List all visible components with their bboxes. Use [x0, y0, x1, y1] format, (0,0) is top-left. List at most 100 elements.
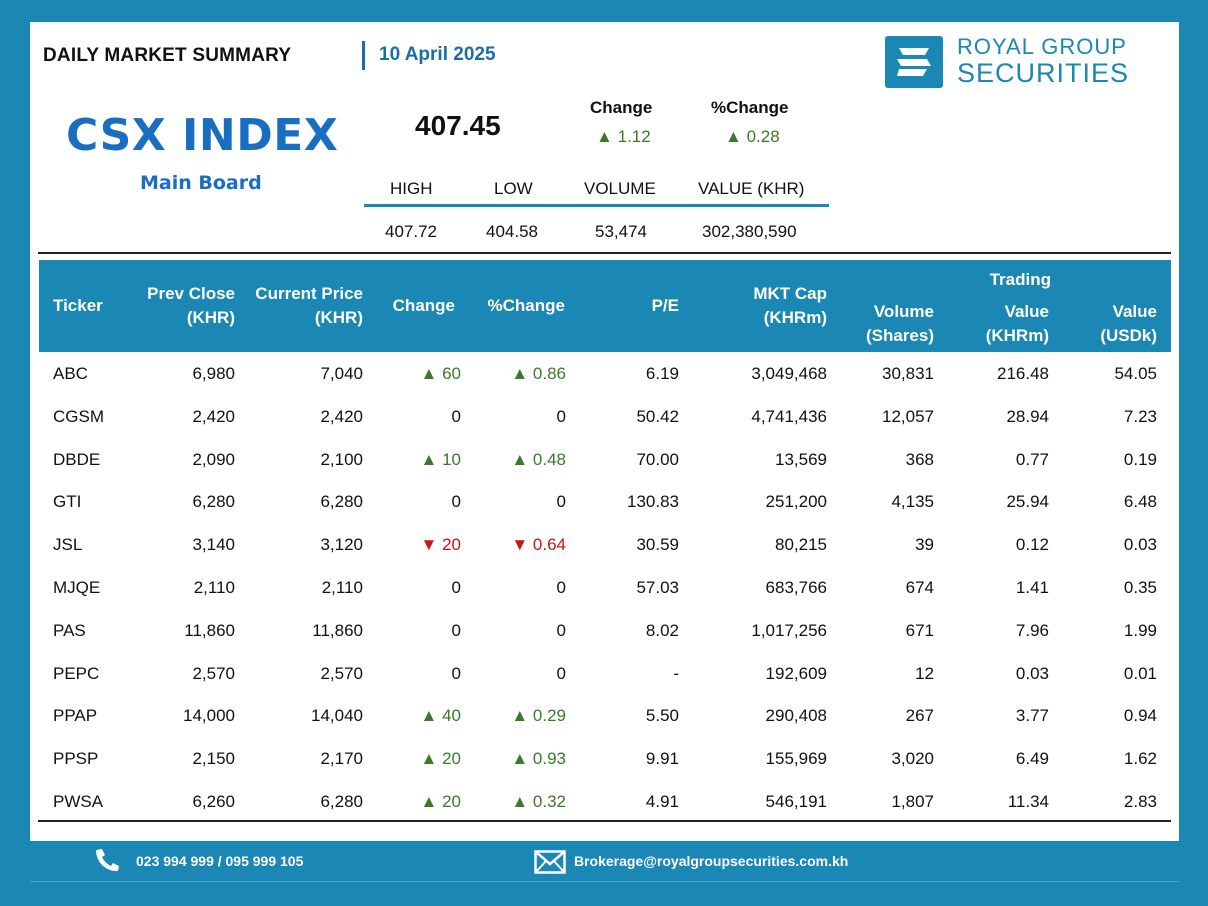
- cell-pe-value: 57.03: [636, 578, 679, 597]
- cell-pct-change-value: 0: [556, 492, 566, 512]
- th-mkt-cap-line2: (KHRm): [763, 308, 827, 327]
- down-arrow-icon: ▼: [511, 535, 533, 555]
- cell-value-usd: 1.99: [1124, 621, 1157, 641]
- cell-pct-change: 0: [557, 664, 566, 684]
- cell-change: ▲ 20: [421, 792, 461, 812]
- cell-pct-change: ▲ 0.48: [511, 450, 566, 470]
- change-label: Change: [590, 98, 653, 117]
- cell-volume: 267: [906, 706, 934, 726]
- cell-volume: 12,057: [882, 407, 934, 427]
- cell-ticker-value: DBDE: [53, 449, 101, 469]
- cell-value-usd-value: 1.99: [1123, 620, 1157, 640]
- cell-volume-value: 1,807: [891, 792, 934, 811]
- cell-pct-change: ▲ 0.29: [511, 706, 566, 726]
- cell-prev-close-value: 2,420: [192, 406, 235, 426]
- cell-mkt-cap: 192,609: [766, 664, 827, 684]
- cell-current-price-value: 2,570: [320, 663, 363, 683]
- cell-change: 0: [452, 492, 461, 512]
- cell-current-price: 2,170: [320, 749, 363, 769]
- cell-prev-close-value: 14,000: [183, 706, 235, 726]
- cell-mkt-cap-value: 3,049,468: [751, 364, 827, 383]
- cell-current-price-value: 6,280: [320, 492, 363, 512]
- cell-pe: 70.00: [636, 450, 679, 470]
- cell-ticker-value: PWSA: [53, 792, 104, 811]
- cell-volume: 30,831: [882, 364, 934, 384]
- cell-value-khr: 28.94: [1006, 407, 1049, 427]
- cell-value-khr: 11.34: [1008, 792, 1049, 812]
- cell-value-usd-value: 0.94: [1123, 706, 1157, 726]
- cell-mkt-cap-value: 290,408: [765, 706, 827, 726]
- cell-prev-close-value: 11,860: [184, 620, 235, 640]
- cell-value-khr: 216.48: [997, 364, 1049, 384]
- table-row: PPSP 2,150 2,170 ▲ 20 ▲ 0.93 9.91 155,969 3,020…: [39, 738, 1171, 781]
- cell-pe: 6.19: [646, 364, 679, 384]
- cell-volume-value: 12: [915, 663, 934, 683]
- up-arrow-icon: ▲: [511, 706, 533, 726]
- cell-prev-close: 2,420: [192, 407, 235, 427]
- cell-ticker-value: CGSM: [53, 406, 104, 426]
- logo-mark-icon: [885, 36, 943, 88]
- cell-current-price-value: 2,110: [321, 578, 363, 597]
- cell-change-value: 20: [442, 749, 461, 769]
- cell-volume: 671: [906, 621, 934, 641]
- cell-value-khr-value: 0.77: [1015, 449, 1049, 469]
- cell-current-price-value: 2,100: [320, 449, 363, 469]
- cell-value-khr: 0.12: [1016, 535, 1049, 555]
- th-value-usd-line1: Value: [1112, 302, 1157, 321]
- cell-ticker-value: GTI: [53, 492, 82, 512]
- cell-value-khr: 3.77: [1016, 706, 1049, 726]
- cell-ticker-value: ABC: [53, 364, 88, 383]
- cell-change: 0: [452, 578, 461, 598]
- cell-current-price-value: 3,120: [320, 535, 363, 555]
- th-ticker: Ticker: [53, 296, 103, 315]
- cell-value-usd: 1.62: [1124, 749, 1157, 769]
- index-value: 407.45: [415, 110, 501, 141]
- cell-pe-value: 6.19: [645, 364, 679, 383]
- cell-mkt-cap: 683,766: [766, 578, 827, 598]
- cell-mkt-cap-value: 4,741,436: [751, 406, 827, 426]
- up-arrow-icon: ▲: [420, 706, 443, 726]
- cell-ticker-value: PPAP: [53, 706, 98, 726]
- cell-pe-value: 8.02: [645, 620, 679, 640]
- cell-pct-change: 0: [557, 621, 566, 641]
- cell-pe: 57.03: [636, 578, 679, 598]
- cell-ticker-value: JSL: [53, 535, 83, 555]
- th-current-price: Current Price (KHR): [255, 282, 363, 330]
- th-prev-close-line2: (KHR): [186, 308, 235, 327]
- cell-mkt-cap-value: 1,017,256: [751, 620, 827, 640]
- company-logo: ROYAL GROUP SECURITIES: [885, 36, 1145, 90]
- stat-low: 404.58: [486, 222, 538, 241]
- cell-ticker: PAS: [53, 621, 86, 641]
- cell-change: ▼ 20: [421, 535, 461, 555]
- table-row: MJQE 2,110 2,110 0 0 57.03 683,766 674 1.41 0.35: [39, 567, 1171, 610]
- cell-value-khr-value: 25.94: [1006, 492, 1049, 512]
- cell-change-value: 0: [451, 492, 461, 512]
- cell-pe-value: 9.91: [645, 749, 679, 769]
- cell-pct-change-value: 0.32: [532, 792, 566, 811]
- cell-pct-change: ▼ 0.64: [511, 535, 566, 555]
- cell-mkt-cap: 80,215: [775, 535, 827, 555]
- cell-value-khr: 1.41: [1016, 578, 1049, 598]
- cell-change: ▲ 40: [421, 706, 461, 726]
- cell-prev-close: 2,150: [192, 749, 235, 769]
- cell-value-usd-value: 0.03: [1123, 535, 1157, 555]
- cell-volume: 12: [915, 664, 934, 684]
- cell-value-khr-value: 0.03: [1015, 663, 1049, 683]
- cell-prev-close-value: 2,110: [193, 578, 235, 597]
- cell-current-price: 2,570: [320, 664, 363, 684]
- cell-value-usd-value: 1.62: [1123, 749, 1157, 769]
- th-value-usd: Value (USDk): [1100, 300, 1157, 348]
- cell-value-usd: 7.23: [1124, 407, 1157, 427]
- th-volume: Volume (Shares): [866, 300, 934, 348]
- cell-ticker: PPSP: [53, 749, 98, 769]
- table-row: ABC 6,980 7,040 ▲ 60 ▲ 0.86 6.19 3,049,468 30,8…: [39, 353, 1171, 396]
- cell-ticker: PPAP: [53, 706, 97, 726]
- th-mkt-cap-line1: MKT Cap: [753, 284, 827, 303]
- envelope-icon: [534, 850, 566, 879]
- cell-volume-value: 267: [905, 706, 934, 726]
- stat-high: 407.72: [385, 222, 437, 241]
- cell-pe: 4.91: [646, 792, 679, 812]
- cell-current-price-value: 2,170: [320, 749, 363, 769]
- cell-value-usd: 2.83: [1124, 792, 1157, 812]
- cell-value-khr: 25.94: [1006, 492, 1049, 512]
